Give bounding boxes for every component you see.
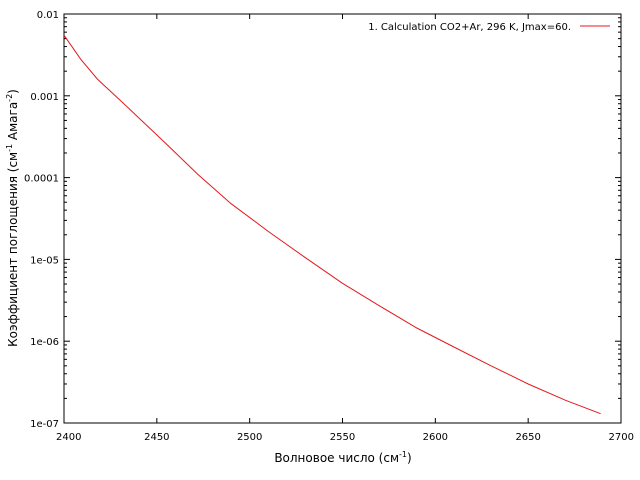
y-tick-label: 0.0001: [24, 174, 59, 185]
series-group: [63, 34, 601, 415]
y-tick-label: 0.001: [30, 92, 59, 103]
y-axis-title-main: Коэффициент поглощения (см: [6, 152, 20, 347]
y-axis-title-superscript-1: -1: [5, 144, 14, 152]
y-tick-label: 1e-06: [30, 337, 59, 348]
y-tick-label: 1e-07: [30, 419, 59, 430]
x-tick-label: 2400: [56, 432, 81, 443]
legend: 1. Calculation CO2+Ar, 296 K, Jmax=60.: [368, 22, 610, 33]
y-tick-label: 0.01: [37, 10, 59, 21]
x-axis-title-main: Волновое число (см: [274, 451, 399, 465]
y-axis-title: Коэффициент поглощения (см-1 Амага-2): [5, 89, 20, 347]
y-tick-label: 1e-05: [30, 255, 59, 266]
x-tick-label: 2700: [609, 432, 634, 443]
x-tick-label: 2550: [330, 432, 355, 443]
series-line-0: [63, 34, 601, 415]
x-tick-label: 2650: [515, 432, 540, 443]
y-axis-title-mid: Амага: [6, 102, 20, 144]
plot-frame: [63, 13, 622, 424]
x-axis-ticks: 2400 2450 2500 2550 2600 2650 2700: [56, 14, 634, 443]
x-axis-title: Волновое число (см-1): [274, 450, 411, 465]
legend-label-0: 1. Calculation CO2+Ar, 296 K, Jmax=60.: [368, 22, 571, 33]
x-tick-label: 2450: [144, 432, 169, 443]
y-axis-ticks: 1e-07 1e-06 1e-05 0.0001 0.001 0.01: [24, 10, 621, 430]
x-axis-title-superscript: -1: [399, 450, 407, 459]
x-axis-title-tail: ): [407, 451, 412, 465]
y-axis-title-superscript-2: -2: [5, 94, 14, 102]
x-tick-label: 2600: [423, 432, 448, 443]
y-axis-title-tail: ): [6, 89, 20, 94]
x-tick-label: 2500: [237, 432, 262, 443]
